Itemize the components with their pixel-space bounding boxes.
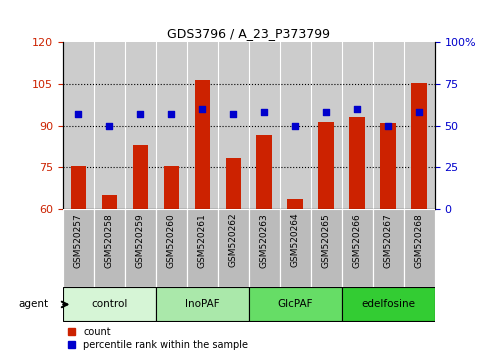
Text: GSM520261: GSM520261: [198, 213, 207, 268]
Text: agent: agent: [18, 299, 48, 309]
Bar: [187, 209, 218, 287]
Bar: [226, 158, 241, 209]
Bar: [132, 145, 148, 209]
Text: GSM520266: GSM520266: [353, 213, 362, 268]
Text: GSM520258: GSM520258: [105, 213, 114, 268]
Text: control: control: [91, 299, 128, 309]
Title: GDS3796 / A_23_P373799: GDS3796 / A_23_P373799: [167, 27, 330, 40]
Text: GlcPAF: GlcPAF: [278, 299, 313, 309]
Bar: [101, 195, 117, 209]
Bar: [195, 80, 210, 209]
Point: [260, 109, 268, 115]
Text: GSM520267: GSM520267: [384, 213, 393, 268]
Bar: [342, 287, 435, 321]
Bar: [280, 209, 311, 287]
Bar: [311, 209, 342, 287]
Bar: [63, 209, 94, 287]
Point: [291, 123, 299, 129]
Text: InoPAF: InoPAF: [185, 299, 220, 309]
Bar: [218, 209, 249, 287]
Bar: [381, 123, 396, 209]
Point: [105, 123, 113, 129]
Bar: [164, 166, 179, 209]
Bar: [350, 117, 365, 209]
Bar: [256, 135, 272, 209]
Text: GSM520265: GSM520265: [322, 213, 331, 268]
Text: GSM520263: GSM520263: [260, 213, 269, 268]
Point: [229, 111, 237, 117]
Text: edelfosine: edelfosine: [361, 299, 415, 309]
Text: GSM520257: GSM520257: [74, 213, 83, 268]
Point: [136, 111, 144, 117]
Point: [354, 106, 361, 112]
Bar: [249, 209, 280, 287]
Point: [199, 106, 206, 112]
Bar: [287, 199, 303, 209]
Point: [415, 109, 423, 115]
Text: GSM520268: GSM520268: [415, 213, 424, 268]
Bar: [71, 166, 86, 209]
Point: [322, 109, 330, 115]
Bar: [412, 83, 427, 209]
Bar: [404, 209, 435, 287]
Legend: count, percentile rank within the sample: count, percentile rank within the sample: [68, 327, 248, 350]
Text: GSM520259: GSM520259: [136, 213, 145, 268]
Bar: [342, 209, 373, 287]
Bar: [63, 287, 156, 321]
Bar: [125, 209, 156, 287]
Point: [384, 123, 392, 129]
Text: GSM520262: GSM520262: [229, 213, 238, 267]
Text: GSM520260: GSM520260: [167, 213, 176, 268]
Bar: [156, 287, 249, 321]
Bar: [249, 287, 342, 321]
Point: [74, 111, 82, 117]
Text: GSM520264: GSM520264: [291, 213, 300, 267]
Bar: [318, 121, 334, 209]
Point: [168, 111, 175, 117]
Bar: [156, 209, 187, 287]
Bar: [373, 209, 404, 287]
Bar: [94, 209, 125, 287]
